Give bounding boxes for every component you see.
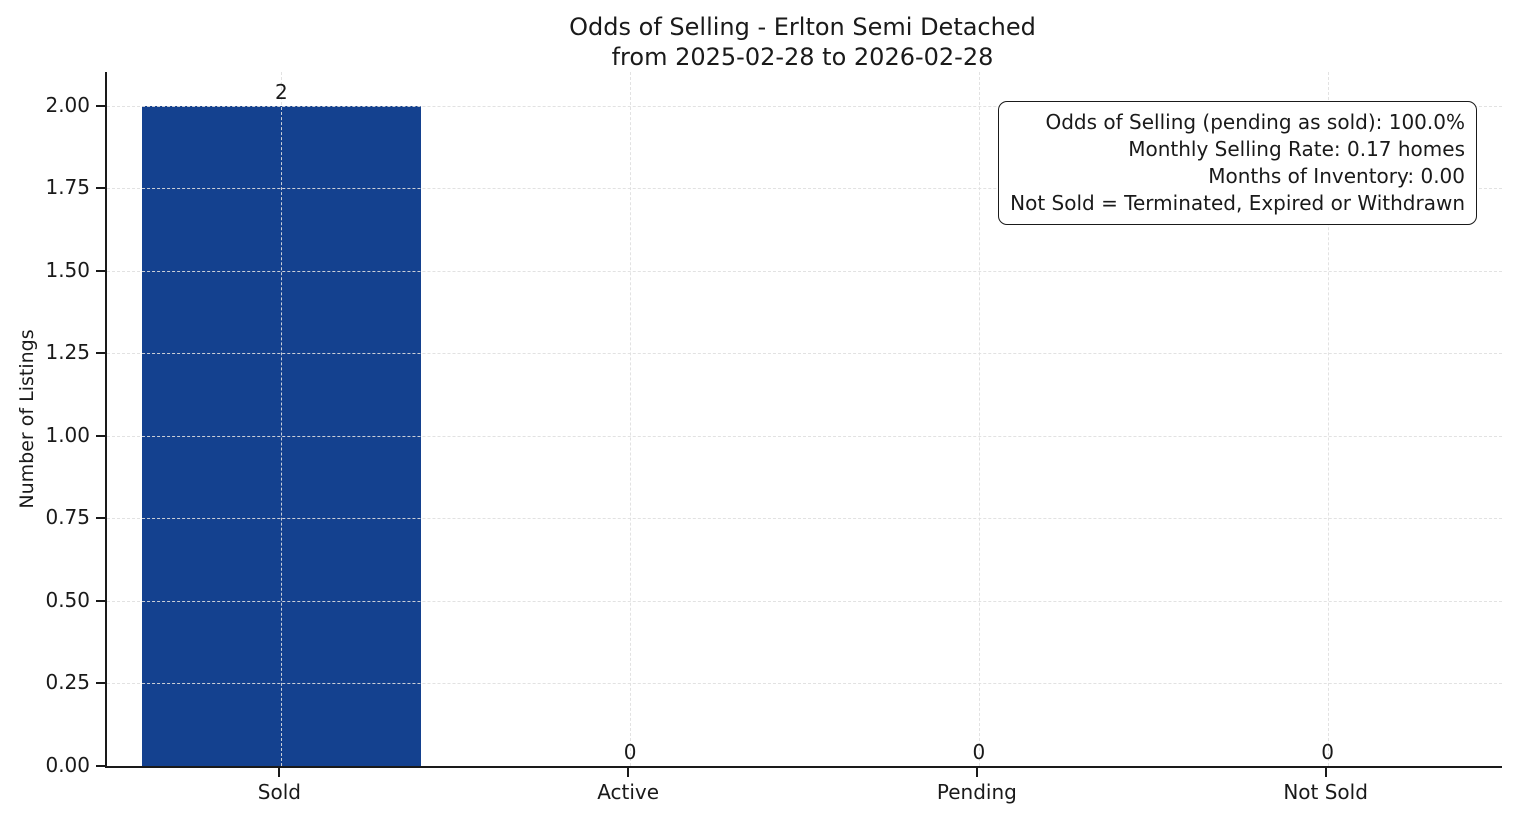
- x-tick-mark: [975, 768, 978, 777]
- x-tick-mark: [278, 768, 281, 777]
- h-gridline: [107, 105, 1502, 107]
- x-tick-mark: [627, 768, 630, 777]
- y-tick-mark: [96, 104, 105, 107]
- x-tick-label-sold: Sold: [257, 780, 301, 804]
- annotation-not-sold-definition: Not Sold = Terminated, Expired or Withdr…: [1010, 191, 1465, 215]
- v-gridline: [630, 72, 632, 766]
- chart-title: Odds of Selling - Erlton Semi Detached f…: [105, 12, 1500, 72]
- h-gridline: [107, 435, 1502, 437]
- y-tick-label: 2.00: [45, 92, 90, 117]
- h-gridline: [107, 270, 1502, 272]
- y-tick-label: 0.75: [45, 505, 90, 530]
- annotation-odds-of-selling: Odds of Selling (pending as sold): 100.0…: [1045, 110, 1465, 134]
- v-gridline: [1327, 72, 1329, 766]
- y-tick-label: 1.25: [45, 340, 90, 365]
- x-tick-mark: [1324, 768, 1327, 777]
- stats-annotation-box: Odds of Selling (pending as sold): 100.0…: [998, 101, 1477, 225]
- h-gridline: [107, 600, 1502, 602]
- y-tick-mark: [96, 765, 105, 767]
- y-tick-label: 1.75: [45, 175, 90, 200]
- annotation-months-of-inventory: Months of Inventory: 0.00: [1208, 164, 1465, 188]
- v-gridline: [281, 72, 283, 766]
- bar-value-label: 0: [1321, 740, 1334, 764]
- y-tick-mark: [96, 434, 105, 437]
- h-gridline: [107, 353, 1502, 355]
- y-tick-label: 1.00: [45, 422, 90, 447]
- annotation-monthly-selling-rate: Monthly Selling Rate: 0.17 homes: [1128, 137, 1465, 161]
- y-tick-label: 0.50: [45, 587, 90, 612]
- bar-value-label: 2: [275, 79, 288, 104]
- chart-title-line2: from 2025-02-28 to 2026-02-28: [611, 43, 994, 71]
- bar-value-label: 0: [972, 740, 986, 764]
- y-tick-mark: [96, 517, 105, 520]
- bar-value-label: 0: [623, 740, 637, 764]
- y-tick-label: 0.25: [45, 670, 90, 695]
- h-gridline: [107, 188, 1502, 190]
- chart-title-line1: Odds of Selling - Erlton Semi Detached: [569, 13, 1036, 41]
- x-tick-label-not-sold: Not Sold: [1283, 780, 1368, 804]
- y-tick-mark: [96, 187, 105, 190]
- h-gridline: [107, 683, 1502, 685]
- y-tick-mark: [96, 599, 105, 602]
- x-tick-label-pending: Pending: [936, 780, 1017, 804]
- h-gridline: [107, 518, 1502, 520]
- v-gridline: [978, 72, 980, 766]
- y-tick-label: 1.50: [45, 257, 90, 282]
- y-tick-label: 0.00: [45, 753, 90, 777]
- y-tick-mark: [96, 352, 105, 355]
- y-tick-mark: [96, 269, 105, 272]
- x-tick-label-active: Active: [597, 780, 660, 804]
- y-tick-mark: [96, 682, 105, 685]
